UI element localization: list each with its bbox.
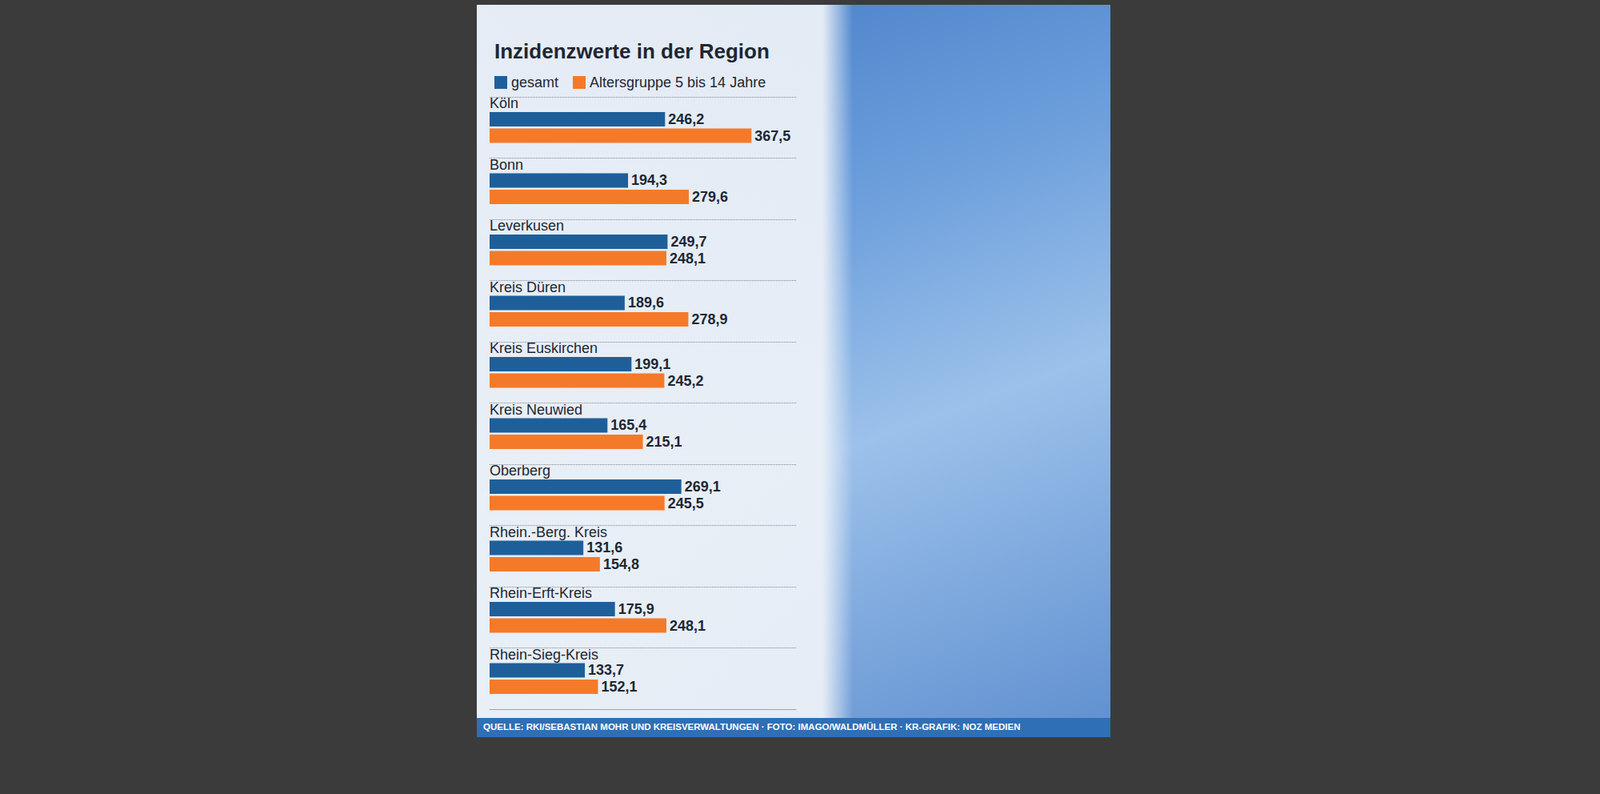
svg-text:245,2: 245,2 bbox=[667, 372, 704, 389]
svg-text:279,6: 279,6 bbox=[692, 188, 728, 205]
svg-text:245,5: 245,5 bbox=[668, 495, 704, 512]
svg-text:152,1: 152,1 bbox=[600, 678, 637, 695]
svg-text:Bonn: Bonn bbox=[489, 156, 524, 173]
svg-text:Rhein-Erft-Kreis: Rhein-Erft-Kreis bbox=[489, 584, 592, 601]
svg-text:175,9: 175,9 bbox=[618, 600, 655, 617]
svg-text:Altersgruppe 5 bis 14 Jahre: Altersgruppe 5 bis 14 Jahre bbox=[589, 74, 766, 91]
svg-text:Inzidenzwerte in der Region: Inzidenzwerte in der Region bbox=[494, 39, 770, 64]
svg-text:165,4: 165,4 bbox=[610, 416, 647, 433]
svg-text:189,6: 189,6 bbox=[628, 294, 664, 311]
svg-text:QUELLE: RKI/SEBASTIAN MOHR UND: QUELLE: RKI/SEBASTIAN MOHR UND KREISVERW… bbox=[483, 721, 1020, 732]
svg-text:Kreis Neuwied: Kreis Neuwied bbox=[489, 401, 583, 418]
svg-text:Kreis Euskirchen: Kreis Euskirchen bbox=[489, 340, 598, 356]
svg-text:278,9: 278,9 bbox=[691, 311, 728, 328]
svg-text:367,5: 367,5 bbox=[754, 128, 791, 144]
svg-text:249,7: 249,7 bbox=[670, 233, 707, 250]
svg-text:248,1: 248,1 bbox=[669, 617, 706, 634]
svg-text:246,2: 246,2 bbox=[668, 111, 704, 128]
svg-text:gesamt: gesamt bbox=[511, 74, 559, 91]
svg-text:Köln: Köln bbox=[489, 95, 519, 112]
svg-text:Oberberg: Oberberg bbox=[489, 462, 551, 479]
svg-text:154,8: 154,8 bbox=[603, 556, 640, 572]
svg-text:Rhein.-Berg. Kreis: Rhein.-Berg. Kreis bbox=[489, 524, 608, 540]
svg-text:199,1: 199,1 bbox=[634, 356, 671, 372]
svg-text:248,1: 248,1 bbox=[669, 250, 706, 267]
svg-text:194,3: 194,3 bbox=[631, 172, 668, 188]
svg-text:Leverkusen: Leverkusen bbox=[489, 217, 564, 234]
svg-text:133,7: 133,7 bbox=[588, 661, 624, 678]
svg-text:269,1: 269,1 bbox=[684, 478, 721, 495]
svg-text:215,1: 215,1 bbox=[646, 433, 683, 450]
svg-text:Kreis Düren: Kreis Düren bbox=[489, 279, 566, 296]
svg-text:Rhein-Sieg-Kreis: Rhein-Sieg-Kreis bbox=[489, 646, 599, 663]
svg-text:131,6: 131,6 bbox=[586, 539, 623, 556]
